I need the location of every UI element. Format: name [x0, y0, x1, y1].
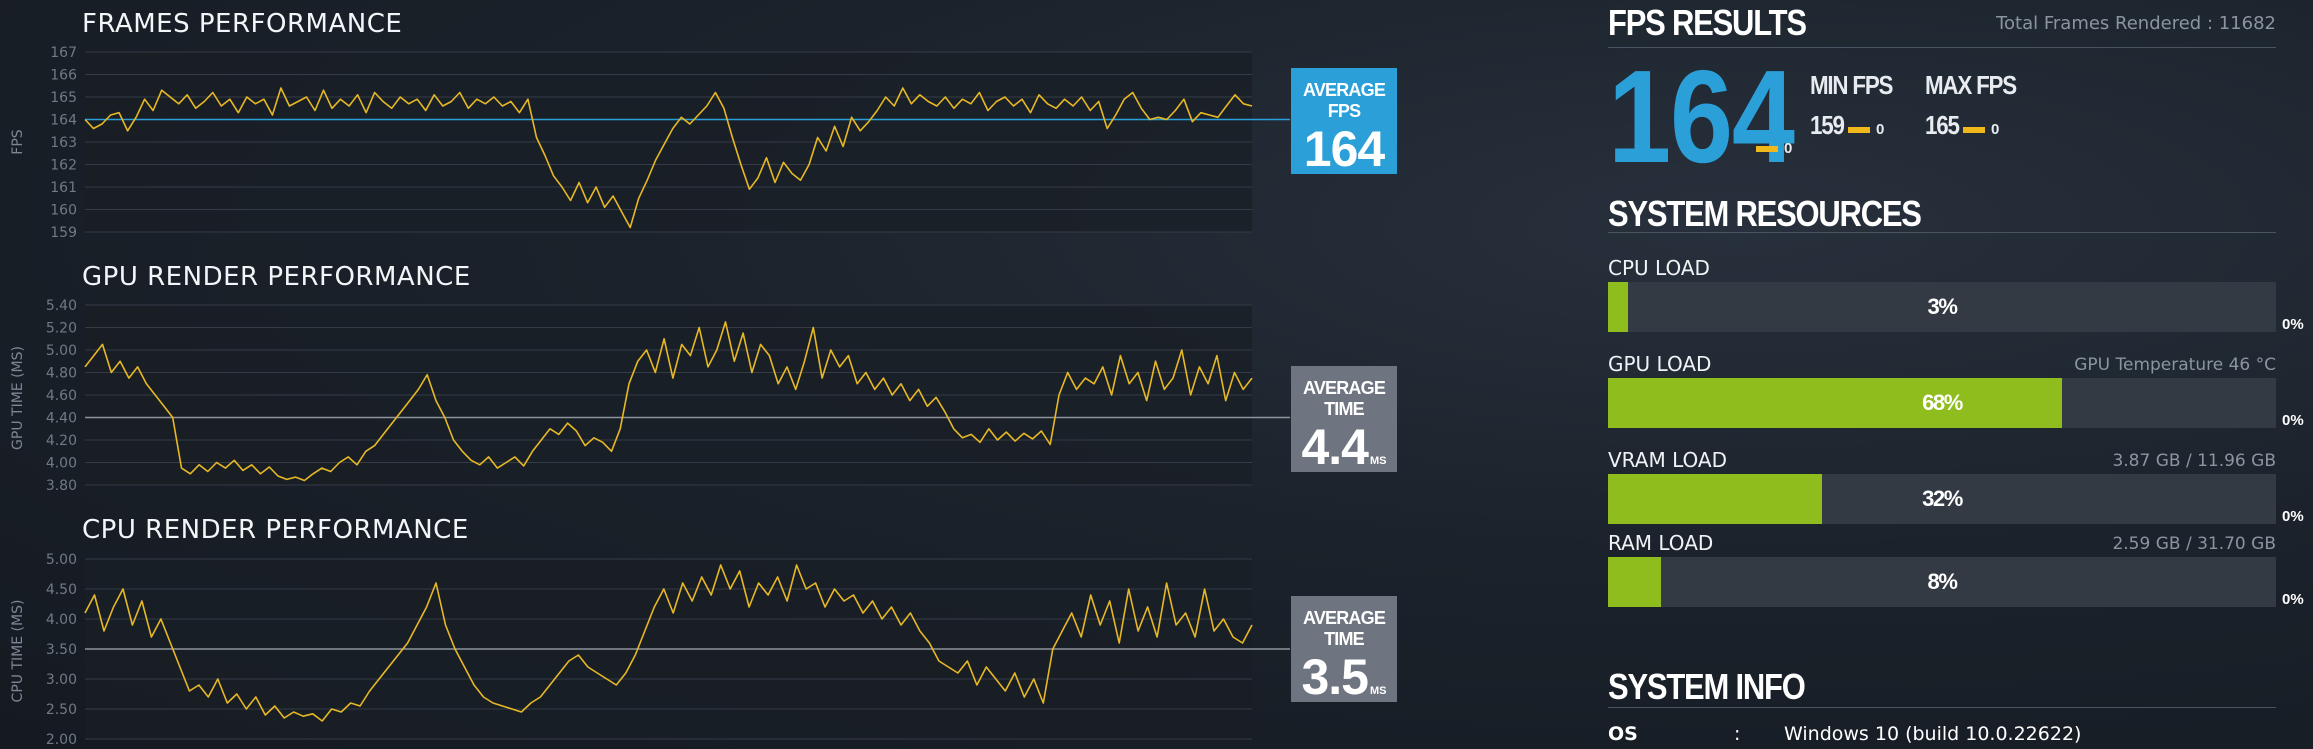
min-delta-indicator: [1848, 126, 1870, 133]
cpu-tick-label: 3.50: [46, 642, 77, 658]
cpu-tick-label: 4.50: [46, 582, 77, 598]
gpu-temperature: GPU Temperature 46 °C: [2074, 355, 2276, 375]
gpu-load-fill: [1608, 378, 2063, 428]
ram-load-bar: 8%: [1608, 557, 2276, 607]
total-frames-rendered: Total Frames Rendered : 11682: [1996, 13, 2276, 34]
cpu-series-line: [84, 564, 1253, 722]
fps-tick-label: 167: [50, 45, 77, 61]
average-delta-indicator: [1756, 146, 1778, 153]
gpu-load-bar: 68%: [1608, 378, 2276, 428]
cpu-chart: CPU TIME (MS) 5.00 4.50 4.00 3.50 3.00 2.50 2.…: [10, 552, 1290, 748]
gpu-load-percent: 68%: [1922, 390, 1963, 415]
cpu-tick-label: 2.50: [46, 702, 77, 718]
fps-tick-label: 164: [50, 113, 77, 129]
gpu-ylabel: GPU TIME (MS): [10, 346, 26, 450]
vram-load-label: VRAM LOAD: [1608, 448, 1727, 472]
system-resources-title: SYSTEM RESOURCES: [1608, 193, 1922, 234]
fps-average-value: 164: [1608, 43, 1795, 190]
fps-average-delta-group: 0: [1748, 140, 1792, 157]
min-fps-group: 159 0: [1810, 110, 1884, 141]
average-cpu-time-box: AVERAGE TIME 3.5 MS: [1291, 596, 1397, 705]
fps-results-title: FPS RESULTS: [1608, 2, 1807, 43]
fps-average-delta: 0: [1784, 140, 1793, 157]
vram-load-bar: 32%: [1608, 474, 2276, 524]
gpu-chart: GPU TIME (MS) 5.40 5.20 5.00 4.80 4.60 4.40 4.…: [10, 298, 1290, 494]
cpu-chart-title: CPU RENDER PERFORMANCE: [82, 515, 469, 545]
gpu-series-line: [84, 321, 1253, 482]
max-fps-delta: 0: [1991, 121, 2000, 138]
average-cpu-time-label: AVERAGE TIME: [1302, 608, 1386, 649]
average-gpu-time-box: AVERAGE TIME 4.4 MS: [1291, 366, 1397, 475]
vram-usage: 3.87 GB / 11.96 GB: [2112, 451, 2276, 471]
gpu-tick-label: 4.20: [46, 433, 77, 449]
average-fps-value: 164: [1303, 121, 1385, 177]
gpu-tick-label: 4.80: [46, 366, 77, 382]
ram-load-min: 0%: [2282, 591, 2304, 608]
cpu-load-bar: 3%: [1608, 282, 2276, 332]
fps-tick-label: 162: [50, 158, 77, 174]
fps-series-line: [84, 87, 1253, 229]
fps-tick-label: 166: [50, 68, 77, 84]
ram-load-percent: 8%: [1927, 569, 1958, 594]
results-panel: FPS RESULTS Total Frames Rendered : 1168…: [1608, 0, 2304, 749]
ram-load-fill: [1608, 557, 1662, 607]
os-row: OS: Windows 10 (build 10.0.22622): [1608, 723, 2081, 745]
cpu-ylabel: CPU TIME (MS): [10, 600, 26, 703]
vram-load-fill: [1608, 474, 1822, 524]
cpu-load-percent: 3%: [1927, 294, 1958, 319]
vram-load-percent: 32%: [1922, 486, 1963, 511]
os-separator: :: [1734, 723, 1741, 745]
average-cpu-time-unit: MS: [1370, 685, 1387, 697]
fps-chart-title: FRAMES PERFORMANCE: [82, 9, 403, 39]
fps-chart: FPS 167 166 165 164 163 162 161 160 159: [10, 45, 1290, 241]
cpu-tick-label: 3.00: [46, 672, 77, 688]
gpu-tick-label: 4.40: [46, 411, 77, 427]
cpu-tick-label: 2.00: [46, 732, 77, 748]
fps-tick-label: 161: [50, 180, 77, 196]
os-value: Windows 10 (build 10.0.22622): [1784, 723, 2082, 745]
gpu-tick-label: 3.80: [46, 478, 77, 494]
cpu-load-min: 0%: [2282, 316, 2304, 333]
cpu-tick-label: 4.00: [46, 612, 77, 628]
average-fps-box: AVERAGE FPS 164: [1291, 68, 1397, 177]
system-info-rule: [1608, 707, 2276, 708]
min-fps-label: MIN FPS: [1810, 70, 1893, 100]
max-fps-group: 165 0: [1925, 110, 1999, 141]
average-gpu-time-label: AVERAGE TIME: [1302, 378, 1386, 419]
average-gpu-time-unit: MS: [1370, 455, 1387, 467]
gpu-load-min: 0%: [2282, 412, 2304, 429]
gpu-tick-label: 5.20: [46, 321, 77, 337]
ram-load-label: RAM LOAD: [1608, 531, 1714, 555]
max-fps-value: 165: [1925, 110, 1960, 140]
system-resources-rule: [1608, 232, 2276, 233]
average-gpu-time-value: 4.4: [1301, 419, 1369, 475]
max-delta-indicator: [1963, 126, 1985, 133]
gpu-tick-label: 5.00: [46, 343, 77, 359]
system-info-title: SYSTEM INFO: [1608, 666, 1806, 707]
gpu-load-label: GPU LOAD: [1608, 352, 1712, 376]
os-label: OS: [1608, 723, 1638, 745]
fps-tick-label: 163: [50, 135, 77, 151]
ram-usage: 2.59 GB / 31.70 GB: [2112, 534, 2276, 554]
gpu-tick-label: 5.40: [46, 298, 77, 314]
max-fps-label: MAX FPS: [1925, 70, 2017, 100]
gpu-tick-label: 4.60: [46, 388, 77, 404]
average-cpu-time-value: 3.5: [1301, 649, 1369, 705]
min-fps-value: 159: [1810, 110, 1845, 140]
fps-tick-label: 160: [50, 203, 77, 219]
min-fps-delta: 0: [1876, 121, 1885, 138]
average-fps-label: AVERAGE FPS: [1302, 80, 1386, 121]
cpu-load-label: CPU LOAD: [1608, 256, 1710, 280]
fps-tick-label: 165: [50, 90, 77, 106]
fps-ylabel: FPS: [10, 129, 26, 154]
fps-results-rule: [1608, 47, 2276, 48]
cpu-load-fill: [1608, 282, 1629, 332]
gpu-tick-label: 4.00: [46, 456, 77, 472]
cpu-tick-label: 5.00: [46, 552, 77, 568]
vram-load-min: 0%: [2282, 508, 2304, 525]
fps-tick-label: 159: [50, 225, 77, 241]
gpu-chart-title: GPU RENDER PERFORMANCE: [82, 262, 471, 292]
